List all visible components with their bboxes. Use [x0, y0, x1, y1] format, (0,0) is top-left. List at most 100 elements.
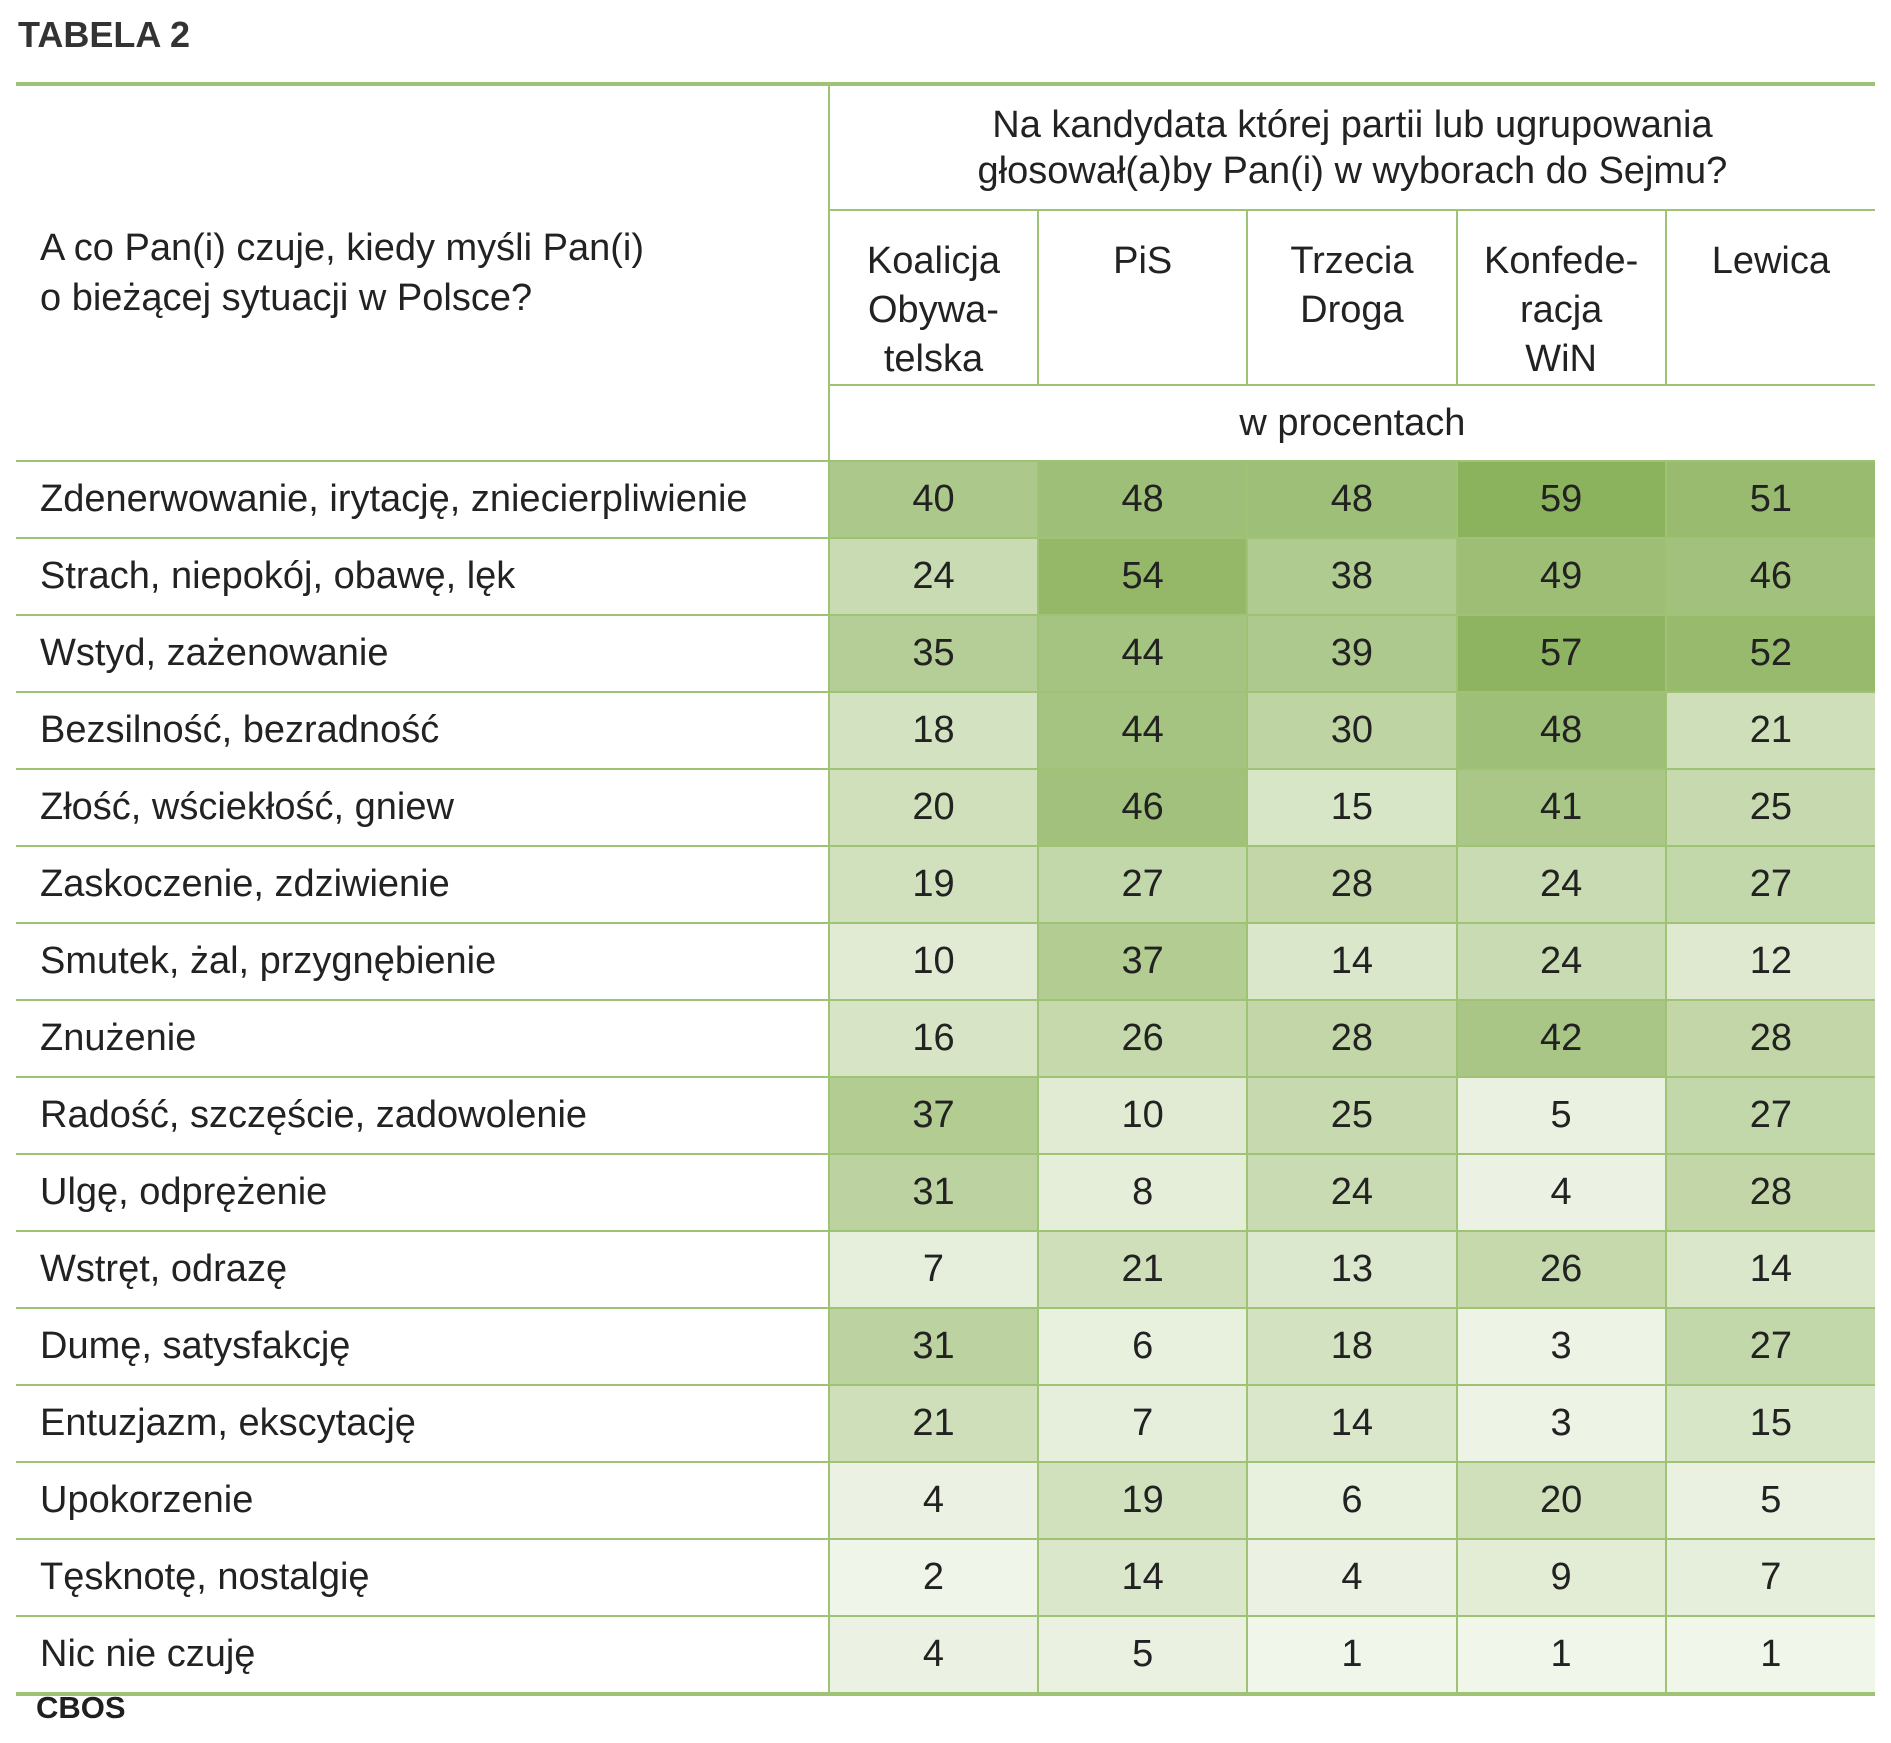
value-cell: 48	[1247, 461, 1458, 539]
value-cell: 1	[1247, 1616, 1458, 1694]
value-cell: 19	[1038, 1462, 1249, 1540]
row-label: Ulgę, odprężenie	[16, 1154, 830, 1232]
value-cell: 15	[1665, 1385, 1875, 1463]
value-cell: 21	[1665, 692, 1875, 770]
value-cell: 48	[1038, 461, 1249, 539]
value-cell: 21	[828, 1385, 1040, 1463]
value-cell: 26	[1038, 1000, 1249, 1078]
value-cell: 5	[1456, 1077, 1667, 1155]
party-name: Lewica	[1711, 240, 1831, 282]
value-cell: 28	[1247, 1000, 1458, 1078]
row-label: Strach, niepokój, obawę, lęk	[16, 538, 830, 616]
row-label: Upokorzenie	[16, 1462, 830, 1540]
value-cell: 31	[828, 1154, 1040, 1232]
value-cell: 7	[1665, 1539, 1875, 1617]
results-table: A co Pan(i) czuje, kiedy myśli Pan(i) o …	[16, 82, 1875, 1696]
party-name: Trzecia Droga	[1290, 240, 1414, 331]
value-cell: 4	[828, 1462, 1040, 1540]
party-name: Konfede- racja WiN	[1484, 240, 1639, 380]
value-cell: 19	[828, 846, 1040, 924]
party-header: Konfede- racja WiN	[1456, 210, 1667, 386]
row-label: Entuzjazm, ekscytację	[16, 1385, 830, 1463]
value-cell: 5	[1665, 1462, 1875, 1540]
value-cell: 14	[1665, 1231, 1875, 1309]
value-cell: 27	[1038, 846, 1249, 924]
table-row: Upokorzenie 4 19 6 20 5	[16, 1462, 1875, 1540]
value-cell: 7	[1038, 1385, 1249, 1463]
column-question: Na kandydata której partii lub ugrupowan…	[977, 103, 1728, 192]
value-cell: 25	[1247, 1077, 1458, 1155]
value-cell: 30	[1247, 692, 1458, 770]
value-cell: 44	[1038, 692, 1249, 770]
value-cell: 15	[1247, 769, 1458, 847]
table-row: Tęsknotę, nostalgię 2 14 4 9 7	[16, 1539, 1875, 1617]
table-row: Złość, wściekłość, gniew 20 46 15 41 25	[16, 769, 1875, 847]
table-row: Zdenerwowanie, irytację, zniecierpliwien…	[16, 461, 1875, 539]
unit-label: w procentach	[1239, 401, 1466, 444]
row-label: Nic nie czuję	[16, 1616, 830, 1694]
value-cell: 42	[1456, 1000, 1667, 1078]
value-cell: 20	[828, 769, 1040, 847]
table-label: TABELA 2	[18, 14, 191, 55]
value-cell: 48	[1456, 692, 1667, 770]
table-row: Nic nie czuję 4 5 1 1 1	[16, 1616, 1875, 1694]
value-cell: 24	[1247, 1154, 1458, 1232]
value-cell: 35	[828, 615, 1040, 693]
party-name: Koalicja Obywa- telska	[866, 240, 1000, 380]
value-cell: 4	[828, 1616, 1040, 1694]
value-cell: 28	[1247, 846, 1458, 924]
table-row: Dumę, satysfakcję 31 6 18 3 27	[16, 1308, 1875, 1386]
source-label: CBOS	[36, 1690, 126, 1725]
table-row: Bezsilność, bezradność 18 44 30 48 21	[16, 692, 1875, 770]
row-label: Dumę, satysfakcję	[16, 1308, 830, 1386]
value-cell: 1	[1456, 1616, 1667, 1694]
question-cell: A co Pan(i) czuje, kiedy myśli Pan(i) o …	[16, 84, 830, 462]
value-cell: 37	[828, 1077, 1040, 1155]
value-cell: 7	[828, 1231, 1040, 1309]
row-label: Tęsknotę, nostalgię	[16, 1539, 830, 1617]
value-cell: 54	[1038, 538, 1249, 616]
party-header: PiS	[1038, 210, 1249, 386]
value-cell: 49	[1456, 538, 1667, 616]
value-cell: 21	[1038, 1231, 1249, 1309]
party-name: PiS	[1113, 240, 1173, 282]
value-cell: 6	[1247, 1462, 1458, 1540]
value-cell: 14	[1038, 1539, 1249, 1617]
value-cell: 44	[1038, 615, 1249, 693]
table-row: Strach, niepokój, obawę, lęk 24 54 38 49 46	[16, 538, 1875, 616]
value-cell: 24	[1456, 846, 1667, 924]
unit-cell: w procentach	[828, 385, 1875, 462]
table-row: Wstyd, zażenowanie 35 44 39 57 52	[16, 615, 1875, 693]
value-cell: 16	[828, 1000, 1040, 1078]
value-cell: 9	[1456, 1539, 1667, 1617]
row-label: Wstręt, odrazę	[16, 1231, 830, 1309]
table-row: Wstręt, odrazę 7 21 13 26 14	[16, 1231, 1875, 1309]
value-cell: 5	[1038, 1616, 1249, 1694]
column-question-cell: Na kandydata której partii lub ugrupowan…	[828, 84, 1875, 211]
value-cell: 57	[1456, 615, 1667, 693]
party-header: Lewica	[1665, 210, 1875, 386]
table-row: Radość, szczęście, zadowolenie 37 10 25 5 27	[16, 1077, 1875, 1155]
value-cell: 4	[1247, 1539, 1458, 1617]
value-cell: 27	[1665, 1077, 1875, 1155]
party-header: Trzecia Droga	[1247, 210, 1458, 386]
value-cell: 27	[1665, 846, 1875, 924]
value-cell: 27	[1665, 1308, 1875, 1386]
row-label: Zaskoczenie, zdziwienie	[16, 846, 830, 924]
row-label: Złość, wściekłość, gniew	[16, 769, 830, 847]
table-row: Entuzjazm, ekscytację 21 7 14 3 15	[16, 1385, 1875, 1463]
value-cell: 10	[1038, 1077, 1249, 1155]
value-cell: 8	[1038, 1154, 1249, 1232]
table-body: Zdenerwowanie, irytację, zniecierpliwien…	[16, 461, 1875, 1694]
value-cell: 10	[828, 923, 1040, 1001]
value-cell: 4	[1456, 1154, 1667, 1232]
value-cell: 41	[1456, 769, 1667, 847]
row-label: Smutek, żal, przygnębienie	[16, 923, 830, 1001]
value-cell: 14	[1247, 923, 1458, 1001]
value-cell: 6	[1038, 1308, 1249, 1386]
row-label: Znużenie	[16, 1000, 830, 1078]
party-header-row: Koalicja Obywa- telska PiS Trzecia Droga Ko…	[16, 210, 1875, 386]
value-cell: 39	[1247, 615, 1458, 693]
value-cell: 24	[1456, 923, 1667, 1001]
value-cell: 18	[1247, 1308, 1458, 1386]
